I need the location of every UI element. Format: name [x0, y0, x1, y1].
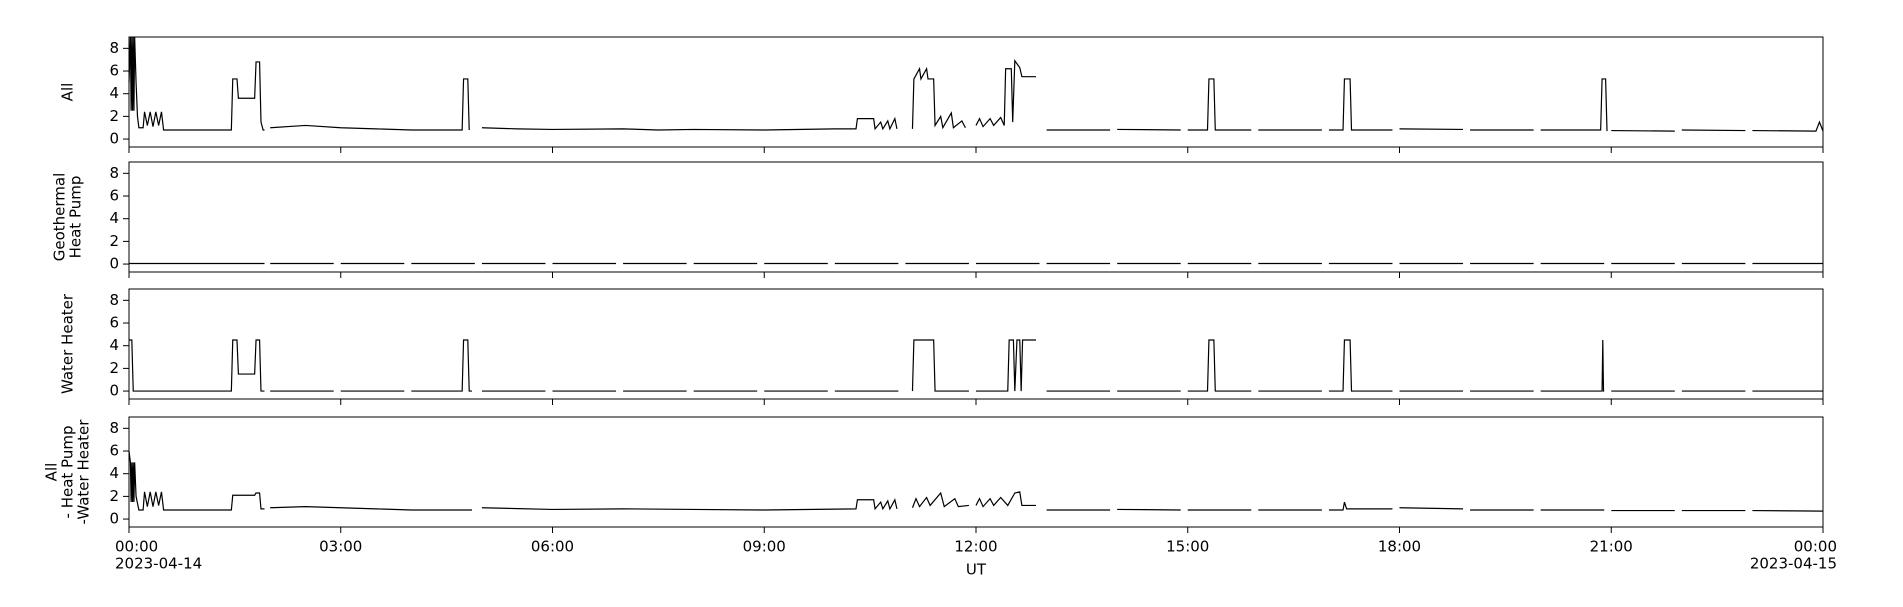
y-tick-label: 8: [109, 164, 119, 182]
y-tick-label: 4: [109, 336, 119, 354]
x-tick-label: 12:00: [954, 538, 997, 556]
y-axis-label: -Water Heater: [75, 419, 93, 525]
y-tick-label: 6: [109, 314, 119, 332]
y-tick-label: 8: [109, 419, 119, 437]
y-axis-label: All: [59, 83, 77, 102]
y-tick-label: 2: [109, 232, 119, 250]
x-tick-label: 00:00: [1794, 538, 1837, 556]
panel-frame: [128, 288, 1824, 400]
y-tick-label: 4: [109, 84, 119, 102]
y-tick-label: 2: [109, 107, 119, 125]
y-tick-label: 6: [109, 442, 119, 460]
y-axis-label: Geothermal: [51, 173, 69, 262]
y-tick-label: 4: [109, 209, 119, 227]
y-tick-label: 0: [109, 255, 119, 273]
y-tick-label: 0: [109, 382, 119, 400]
y-tick-label: 6: [109, 62, 119, 80]
series-line: [128, 36, 1824, 132]
y-axis-label: - Heat Pump: [59, 426, 77, 519]
y-tick-label: 0: [109, 130, 119, 148]
x-tick-label: 15:00: [1166, 538, 1209, 556]
series-line: [129, 339, 1823, 392]
x-tick-date: 2023-04-15: [1750, 555, 1837, 573]
x-tick-label: 21:00: [1590, 538, 1633, 556]
x-tick-date: 2023-04-14: [115, 555, 202, 573]
panel-frame: [128, 161, 1824, 273]
y-tick-label: 8: [109, 39, 119, 57]
y-tick-label: 4: [109, 464, 119, 482]
y-tick-label: 2: [109, 359, 119, 377]
series-line: [128, 450, 1824, 512]
x-tick-label: 03:00: [319, 538, 362, 556]
y-axis-label: Heat Pump: [67, 176, 85, 259]
y-tick-label: 2: [109, 487, 119, 505]
x-tick-label: 06:00: [531, 538, 574, 556]
y-tick-label: 0: [109, 510, 119, 528]
y-axis-label: Water Heater: [59, 293, 77, 394]
y-axis-label: All: [43, 463, 61, 482]
x-axis-label: UT: [966, 561, 987, 579]
x-tick-label: 18:00: [1378, 538, 1421, 556]
x-tick-label: 00:00: [115, 538, 158, 556]
y-tick-label: 8: [109, 291, 119, 309]
y-tick-label: 6: [109, 187, 119, 205]
x-tick-label: 09:00: [743, 538, 786, 556]
